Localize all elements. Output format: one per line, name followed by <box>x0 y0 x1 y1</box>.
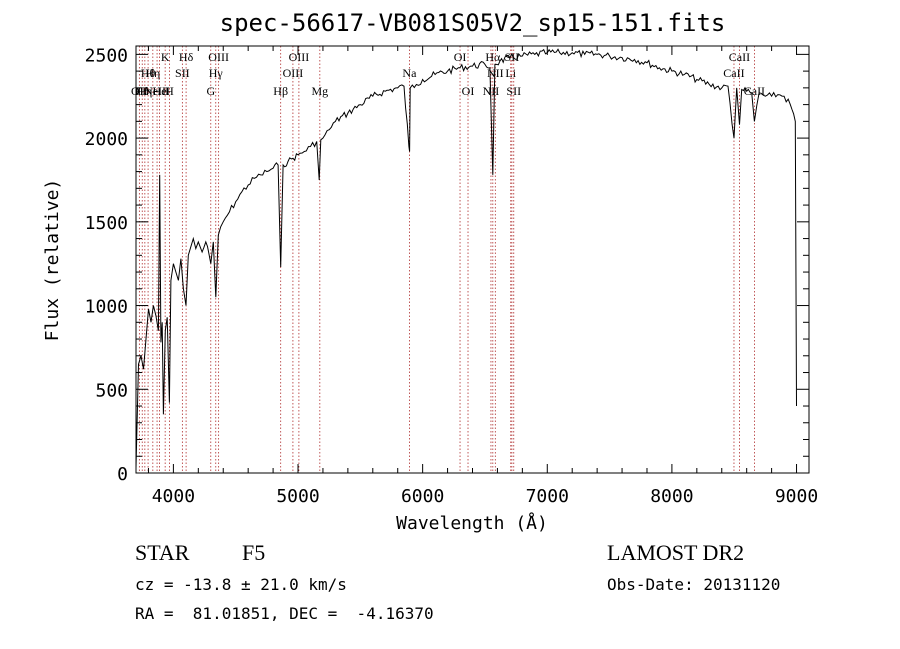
line-marker-label: Hθ <box>141 66 156 80</box>
spectrum-series <box>135 48 797 469</box>
x-tick-label: 4000 <box>152 486 195 507</box>
object-class: STAR <box>135 540 190 565</box>
line-marker-label: Hγ <box>209 66 224 80</box>
object-subclass: F5 <box>242 540 266 565</box>
y-tick-label: 1000 <box>85 297 128 318</box>
line-marker-label: Mg <box>311 84 328 98</box>
y-axis-label: Flux (relative) <box>42 179 63 342</box>
line-marker-label: OI <box>454 50 467 64</box>
y-tick-label: 2500 <box>85 45 128 66</box>
spectral-line-markers: OIIHθHηHθHηNeIIIHeKHSIIHδGHγOIIIHβOIIIOI… <box>131 46 765 473</box>
line-marker-label: SII <box>505 50 520 64</box>
line-marker-label: H <box>165 84 174 98</box>
line-marker-label: OI <box>462 84 475 98</box>
x-tick-label: 9000 <box>775 486 818 507</box>
x-tick-label: 8000 <box>650 486 693 507</box>
line-marker-label: K <box>161 50 170 64</box>
chart-title: spec-56617-VB081S05V2_sp15-151.fits <box>219 9 726 37</box>
line-marker-label: Hη <box>145 66 160 80</box>
x-axis-ticks: 4000 5000 6000 7000 8000 9000 <box>147 46 818 507</box>
line-marker-label: He <box>153 84 167 98</box>
line-marker-label: CaII <box>729 50 750 64</box>
line-marker-label: G <box>206 84 215 98</box>
x-axis-label: Wavelength (Å) <box>396 512 548 534</box>
y-tick-label: 0 <box>117 464 128 485</box>
line-marker-label: Hβ <box>273 84 288 98</box>
line-marker-label: Hδ <box>179 50 194 64</box>
plot-frame <box>135 45 810 474</box>
x-tick-label: 5000 <box>276 486 319 507</box>
coordinates: RA = 81.01851, DEC = -4.16370 <box>135 604 434 623</box>
line-marker-label: Hα <box>485 50 501 64</box>
line-marker-label: OIII <box>289 50 310 64</box>
line-marker-label: OIII <box>283 66 304 80</box>
line-marker-label: Li <box>505 66 516 80</box>
obs-date: Obs-Date: 20131120 <box>607 575 781 594</box>
line-marker-label: Na <box>402 66 417 80</box>
y-axis-ticks: 0 500 1000 1500 2000 2500 <box>85 45 809 485</box>
line-marker-label: SII <box>506 84 521 98</box>
line-marker-label: NeIII <box>144 84 170 98</box>
x-tick-label: 7000 <box>526 486 569 507</box>
line-marker-label: NII <box>487 66 504 80</box>
line-marker-label: OIII <box>208 50 229 64</box>
line-marker-label: CaII <box>744 84 765 98</box>
redshift-text: cz = -13.8 ± 21.0 km/s <box>135 575 347 594</box>
y-tick-label: 500 <box>95 380 128 401</box>
x-tick-label: 6000 <box>401 486 444 507</box>
line-marker-label: SII <box>175 66 190 80</box>
line-marker-label: CaII <box>723 66 744 80</box>
spectrum-line <box>135 48 797 469</box>
y-tick-label: 1500 <box>85 213 128 234</box>
line-marker-label: OII <box>131 84 148 98</box>
y-tick-label: 2000 <box>85 129 128 150</box>
survey-name: LAMOST DR2 <box>607 540 745 565</box>
